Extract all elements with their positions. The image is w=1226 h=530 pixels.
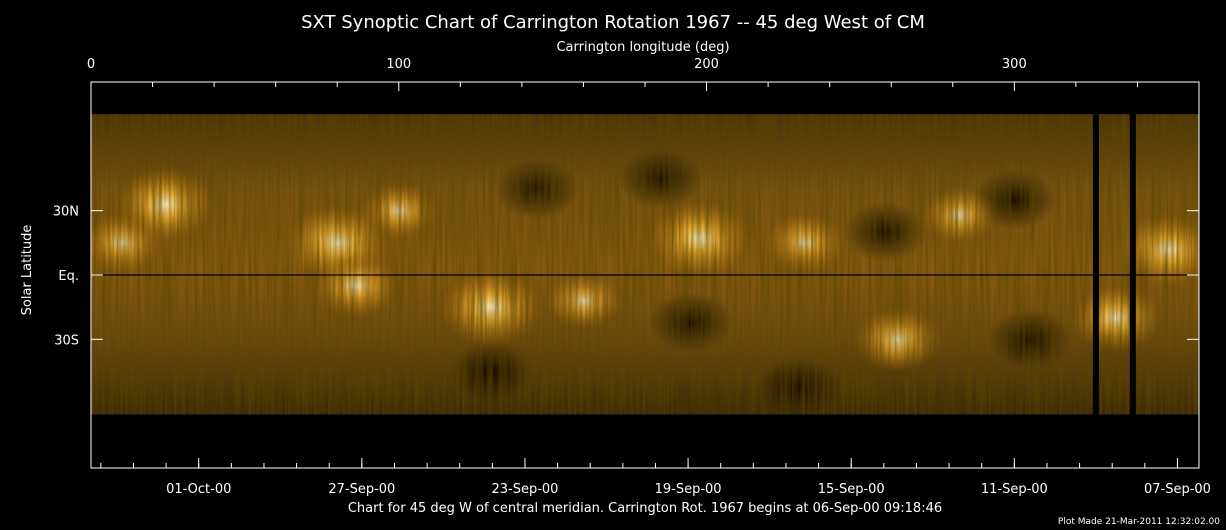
bottom-tick-label: 27-Sep-00 xyxy=(328,482,395,497)
chart-title: SXT Synoptic Chart of Carrington Rotatio… xyxy=(301,12,925,33)
bottom-tick-label: 19-Sep-00 xyxy=(655,482,722,497)
data-gap-stripe xyxy=(1129,114,1136,415)
top-axis-ticks: 0 100 200 300 xyxy=(87,57,1200,91)
bottom-tick-label: 01-Oct-00 xyxy=(166,482,231,497)
bottom-tick-label: 15-Sep-00 xyxy=(818,482,885,497)
bottom-axis-ticks: 01-Oct-00 27-Sep-00 23-Sep-00 19-Sep-00 15-S… xyxy=(100,458,1211,497)
top-tick-label: 200 xyxy=(694,57,719,72)
top-tick-label: 100 xyxy=(386,57,411,72)
top-tick-label: 300 xyxy=(1002,57,1027,72)
left-axis-label: Solar Latitude xyxy=(20,225,35,316)
data-gaps xyxy=(1092,114,1136,415)
left-tick-label: 30S xyxy=(54,333,79,348)
footer-caption: Chart for 45 deg W of central meridian. … xyxy=(348,501,942,516)
left-axis-ticks: 30N Eq. 30S xyxy=(53,205,1199,348)
left-tick-label: Eq. xyxy=(58,269,79,284)
bottom-tick-label: 07-Sep-00 xyxy=(1144,482,1211,497)
top-tick-label: 0 xyxy=(87,57,95,72)
data-gap-stripe xyxy=(1092,114,1099,415)
plot-made-stamp: Plot Made 21-Mar-2011 12:32:02.00 xyxy=(1058,517,1220,527)
plot-area xyxy=(91,114,1199,417)
left-tick-label: 30N xyxy=(53,205,79,220)
top-axis-label: Carrington longitude (deg) xyxy=(556,40,729,55)
bottom-tick-label: 23-Sep-00 xyxy=(491,482,558,497)
bottom-tick-label: 11-Sep-00 xyxy=(981,482,1048,497)
streak-texture xyxy=(91,114,1199,415)
